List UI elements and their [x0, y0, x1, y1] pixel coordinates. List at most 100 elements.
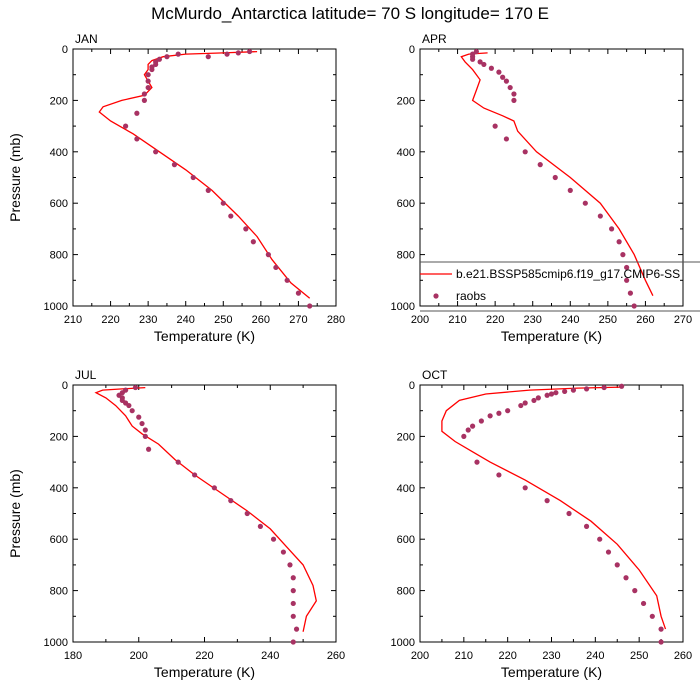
raobs-point	[658, 639, 664, 645]
y-tick-label: 1000	[391, 637, 415, 649]
raobs-point	[531, 397, 537, 404]
raobs-point	[614, 562, 620, 568]
page-title: McMurdo_Antarctica latitude= 70 S longit…	[151, 4, 549, 23]
y-tick-label: 0	[409, 44, 415, 56]
raobs-point	[649, 613, 655, 619]
panel-label: OCT	[422, 368, 448, 382]
raobs-point	[265, 252, 271, 258]
raobs-point	[624, 277, 630, 283]
raobs-point	[139, 420, 145, 427]
panel-label: JUL	[75, 368, 97, 382]
x-axis-label: Temperature (K)	[501, 328, 602, 344]
y-tick-label: 0	[62, 380, 68, 392]
x-tick-label: 270	[289, 314, 307, 326]
y-tick-label: 200	[50, 431, 68, 443]
x-tick-label: 240	[261, 650, 279, 662]
y-tick-label: 200	[397, 431, 415, 443]
raobs-point	[129, 408, 135, 414]
raobs-point	[511, 97, 517, 103]
raobs-point	[616, 239, 622, 245]
raobs-point	[623, 575, 629, 581]
raobs-point	[244, 510, 250, 517]
raobs-point	[553, 390, 559, 396]
raobs-point	[511, 91, 517, 97]
x-tick-label: 180	[64, 650, 82, 662]
y-axis-label: Pressure (mb)	[7, 469, 23, 558]
raobs-point	[619, 383, 625, 389]
chart-panel-jul: 180 200 220 240 260 0 200 400 600 800 1000 Temperat…	[7, 368, 345, 680]
y-tick-label: 1000	[44, 301, 68, 313]
raobs-point	[470, 56, 476, 62]
raobs-point	[290, 639, 296, 645]
raobs-point	[211, 485, 217, 491]
y-tick-label: 0	[62, 44, 68, 56]
raobs-point	[535, 395, 541, 401]
raobs-point	[145, 78, 151, 84]
x-tick-label: 280	[327, 314, 345, 326]
raobs-point	[228, 498, 234, 504]
x-tick-label: 220	[486, 314, 504, 326]
raobs-point	[141, 97, 147, 103]
raobs-point	[235, 50, 241, 56]
legend-marker-swatch	[433, 293, 439, 299]
x-tick-label: 200	[130, 650, 148, 662]
raobs-point	[136, 414, 142, 420]
legend-obs-label: raobs	[456, 289, 486, 303]
raobs-point	[658, 626, 664, 632]
raobs-point	[205, 54, 211, 60]
x-tick-label: 210	[448, 314, 466, 326]
raobs-point	[287, 562, 293, 568]
raobs-point	[192, 472, 198, 478]
raobs-point	[250, 239, 256, 245]
raobs-point	[477, 59, 483, 65]
x-tick-label: 250	[214, 314, 232, 326]
raobs-point	[465, 427, 471, 433]
raobs-point	[522, 485, 528, 491]
raobs-point	[307, 303, 313, 309]
raobs-point	[503, 78, 510, 84]
x-tick-label: 220	[195, 650, 213, 662]
raobs-point	[228, 213, 234, 219]
y-tick-label: 600	[397, 534, 415, 546]
raobs-point	[190, 174, 196, 181]
x-tick-label: 240	[177, 314, 195, 326]
raobs-point	[566, 510, 572, 517]
raobs-point	[164, 54, 170, 60]
raobs-point	[132, 384, 139, 391]
model-profile-line	[98, 50, 311, 299]
raobs-point	[257, 523, 263, 529]
raobs-point	[145, 84, 151, 91]
raobs-point	[293, 626, 300, 632]
x-tick-label: 210	[455, 650, 473, 662]
panel-label: APR	[422, 32, 447, 46]
y-tick-label: 1000	[44, 637, 68, 649]
raobs-point	[544, 498, 550, 504]
x-tick-label: 250	[599, 314, 617, 326]
y-tick-label: 400	[397, 147, 415, 159]
raobs-point	[473, 48, 479, 55]
raobs-point	[461, 433, 467, 439]
raobs-point	[284, 277, 290, 283]
raobs-point	[156, 56, 163, 62]
x-tick-label: 200	[411, 650, 429, 662]
raobs-point	[470, 423, 476, 429]
raobs-point	[220, 200, 226, 206]
raobs-point	[290, 600, 296, 607]
y-tick-label: 800	[397, 586, 415, 598]
raobs-point	[537, 162, 543, 168]
x-tick-label: 250	[630, 650, 648, 662]
x-tick-label: 230	[524, 314, 542, 326]
raobs-point	[496, 410, 502, 416]
chart-panel-apr: 200 210 220 230 240 250 260 270 0 200 400 600 800 100…	[391, 32, 693, 344]
chart-panel-oct: 200 210 220 230 240 250 260 0 200 400 600 800 1000 Te…	[391, 368, 693, 680]
y-tick-label: 800	[397, 250, 415, 262]
y-tick-label: 400	[50, 483, 68, 495]
raobs-point	[544, 392, 550, 398]
raobs-point	[290, 588, 296, 594]
x-tick-label: 230	[542, 650, 560, 662]
raobs-point	[562, 388, 568, 395]
raobs-point	[518, 402, 524, 409]
raobs-point	[149, 66, 155, 73]
raobs-point	[496, 472, 502, 478]
raobs-point	[631, 303, 637, 309]
